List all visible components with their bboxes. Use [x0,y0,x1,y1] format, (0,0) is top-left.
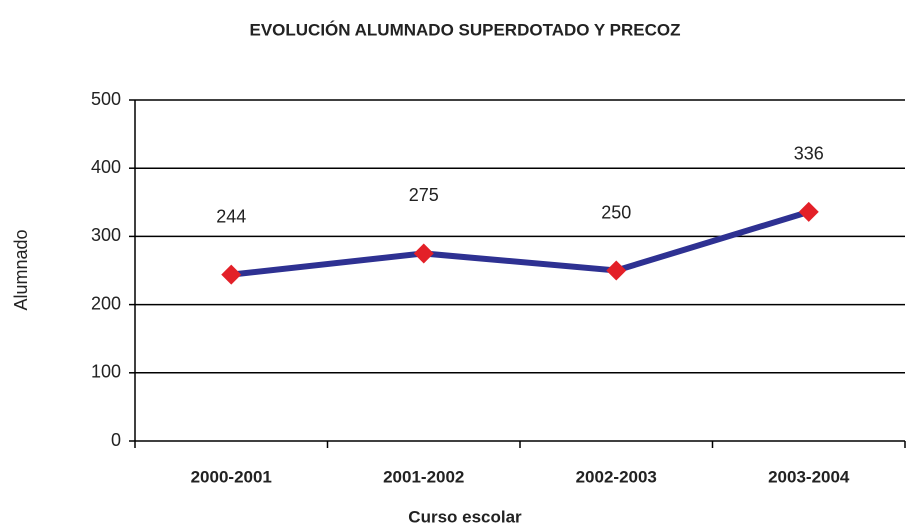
data-label: 336 [794,144,824,164]
y-tick-label: 200 [91,293,121,313]
y-axis-label: Alumnado [11,229,31,310]
chart-title: EVOLUCIÓN ALUMNADO SUPERDOTADO Y PRECOZ [249,20,680,39]
line [230,208,810,278]
data-label: 244 [216,206,246,226]
marker [413,243,434,264]
marker [798,201,819,222]
y-tick-label: 300 [91,225,121,245]
x-axis-label: Curso escolar [408,507,522,526]
x-tick-label: 2001-2002 [383,467,464,486]
marker [606,260,627,281]
x-tick-label: 2003-2004 [768,467,850,486]
data-label: 250 [601,202,631,222]
y-tick-label: 400 [91,157,121,177]
marker [221,264,242,285]
data-label: 275 [409,185,439,205]
y-tick-label: 100 [91,362,121,382]
x-tick-label: 2002-2003 [576,467,657,486]
x-tick-label: 2000-2001 [191,467,272,486]
y-tick-label: 0 [111,430,121,450]
y-tick-label: 500 [91,89,121,109]
